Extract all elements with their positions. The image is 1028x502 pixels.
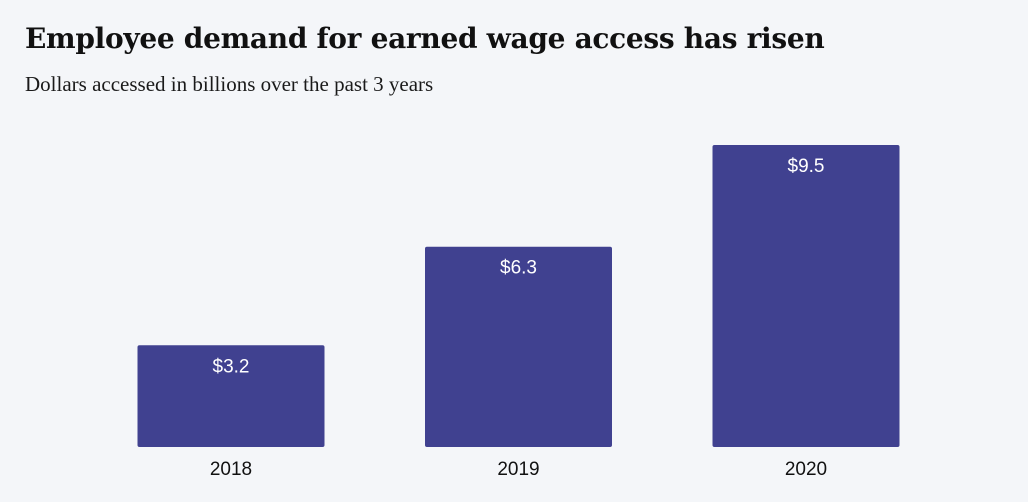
bar-2018 <box>137 345 325 447</box>
bar-2019 <box>425 246 612 447</box>
x-tick-label-2018: 2018 <box>210 459 252 480</box>
chart-subtitle: Dollars accessed in billions over the pa… <box>25 72 434 96</box>
data-label-2019: $6.3 <box>500 258 537 279</box>
x-tick-label-2020: 2020 <box>785 459 827 480</box>
x-tick-label-2019: 2019 <box>497 459 539 480</box>
data-label-2018: $3.2 <box>213 356 250 377</box>
bar-2020 <box>712 145 900 447</box>
chart-title: Employee demand for earned wage access h… <box>25 22 825 55</box>
data-label-2020: $9.5 <box>788 156 825 177</box>
